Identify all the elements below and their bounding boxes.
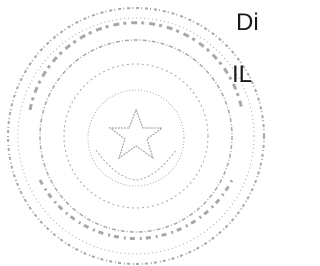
seal-emblem-ring [88,90,184,186]
seal-lettering-top [30,23,242,110]
text-line: IL [232,61,252,88]
seal-outer-ring [8,8,264,264]
seal-lettering-bottom [40,180,232,239]
seal-branches [96,150,176,180]
seal-middle-ring [40,40,232,232]
document: Di IL [0,0,269,266]
seal-star [110,110,162,158]
seal-dotted-ring [18,18,254,254]
seal [8,8,264,264]
page: Di IL (() => { const data = JSON.parse(d… [0,0,269,266]
text-line: Di [236,9,259,36]
